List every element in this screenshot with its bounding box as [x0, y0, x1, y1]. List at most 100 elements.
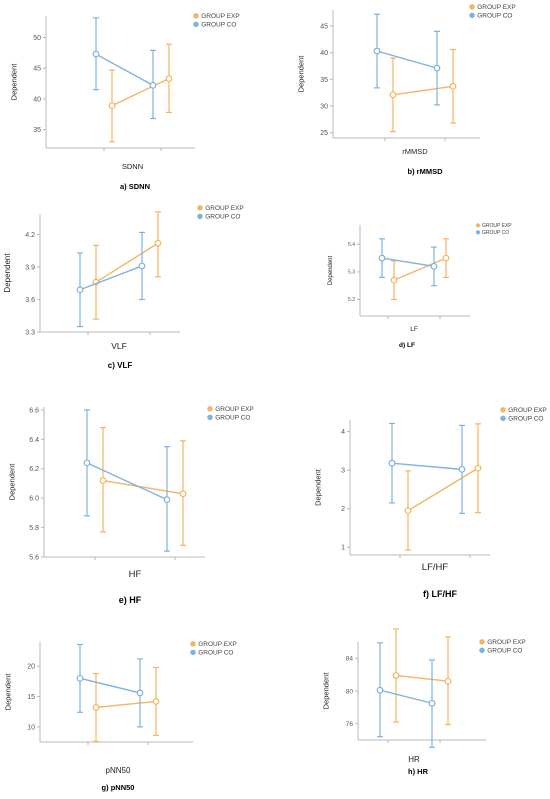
series-group-co	[373, 13, 441, 106]
x-category-label: rMMSD	[402, 147, 428, 156]
data-point	[76, 286, 84, 294]
data-point	[390, 276, 398, 284]
x-category-label: VLF	[111, 341, 127, 351]
legend-marker	[500, 415, 506, 422]
panel-hr-chart: 76 80 84 Dependent HR GROUP EXP GROUP CO h) HR	[322, 628, 526, 776]
legend-label: GROUP CO	[205, 214, 240, 221]
data-point	[92, 704, 100, 711]
data-point	[149, 81, 157, 89]
series-group-exp	[92, 666, 160, 742]
legend-label: GROUP EXP	[201, 13, 240, 20]
series-line	[86, 462, 168, 501]
x-category-label: pNN50	[106, 766, 131, 775]
data-point	[92, 50, 100, 58]
series-group-co	[378, 238, 438, 287]
data-point	[76, 674, 84, 682]
legend-label: GROUP EXP	[205, 205, 244, 212]
panel-caption: e) HF	[119, 595, 142, 605]
y-axis-label: Dependent	[314, 468, 323, 506]
y-tick-label: 45	[33, 66, 41, 73]
legend-label: GROUP CO	[198, 650, 233, 657]
y-tick-label: 6.4	[29, 437, 39, 444]
data-point	[433, 64, 441, 72]
series-line	[95, 53, 154, 86]
panel-sdnn-chart: 35 40 45 50 Dependent SDNN GROUP EXP GROUP CO a)…	[10, 13, 240, 191]
y-tick-label: 3.6	[25, 297, 35, 304]
series-line	[395, 674, 449, 682]
y-tick-label: 6.2	[29, 466, 39, 473]
x-category-label: LF/HF	[422, 562, 449, 573]
data-point	[389, 91, 397, 99]
y-tick-label: 20	[27, 664, 35, 671]
panel-lfhf-chart: 1 2 3 4 Dependent LF/HF GROUP EXP GROUP CO f) LF…	[314, 407, 547, 599]
x-category-label: HF	[129, 569, 142, 580]
legend-marker	[207, 414, 213, 421]
series-group-exp	[404, 423, 482, 551]
series-line	[379, 689, 433, 704]
panel-caption: f) LF/HF	[423, 589, 457, 599]
y-tick-label: 5.4	[348, 242, 355, 248]
legend-marker	[207, 406, 213, 412]
y-tick-label: 1	[341, 545, 345, 552]
series-group-exp	[389, 48, 457, 133]
panel-caption: g) pNN50	[102, 783, 135, 792]
y-tick-label: 25	[320, 130, 328, 137]
series-line	[381, 257, 435, 268]
y-tick-label: 5.8	[29, 525, 39, 532]
legend-label: GROUP EXP	[477, 4, 516, 11]
series-group-exp	[99, 426, 187, 546]
y-tick-label: 4.2	[25, 232, 35, 239]
legend-label: GROUP EXP	[487, 639, 526, 646]
y-axis-label: Dependent	[8, 463, 17, 501]
legend-label: GROUP EXP	[508, 407, 547, 414]
x-category-label: LF	[410, 326, 418, 333]
y-tick-label: 35	[320, 77, 328, 84]
series-line	[407, 467, 479, 512]
data-point	[165, 75, 173, 83]
legend-label: GROUP CO	[487, 648, 522, 655]
legend-label: GROUP CO	[508, 416, 543, 423]
panel-caption: a) SDNN	[120, 182, 150, 191]
y-tick-label: 6.6	[29, 407, 39, 414]
data-point	[373, 47, 381, 55]
y-tick-label: 6.0	[29, 496, 39, 503]
y-tick-label: 80	[346, 688, 354, 695]
legend-marker	[479, 639, 485, 645]
data-point	[430, 262, 438, 270]
y-tick-label: 5.6	[29, 554, 39, 561]
data-point	[154, 239, 162, 247]
data-point	[376, 686, 384, 694]
legend: GROUP EXP GROUP CO	[500, 407, 547, 423]
data-point	[404, 507, 412, 515]
data-point	[444, 677, 452, 685]
panel-caption: h) HR	[408, 767, 429, 776]
legend: GROUP EXP GROUP CO	[190, 641, 237, 657]
series-line	[95, 700, 157, 709]
data-point	[388, 459, 396, 467]
legend-marker	[190, 641, 196, 647]
data-point	[83, 459, 91, 467]
legend: GROUP EXP GROUP CO	[193, 13, 240, 29]
panel-caption: c) VLF	[108, 361, 133, 370]
series-line	[393, 257, 447, 281]
series-group-exp	[390, 238, 450, 301]
y-tick-label: 84	[346, 656, 354, 663]
series-group-co	[76, 231, 146, 328]
series-line	[392, 85, 454, 96]
series-group-exp	[92, 211, 162, 320]
y-tick-label: 15	[27, 694, 35, 701]
data-point	[138, 262, 146, 270]
panel-caption: d) LF	[399, 342, 415, 349]
data-point	[392, 672, 400, 679]
legend-marker	[475, 223, 481, 228]
y-tick-label: 30	[320, 103, 328, 110]
y-tick-label: 76	[346, 721, 354, 728]
series-line	[376, 50, 438, 69]
legend-label: GROUP CO	[477, 13, 512, 20]
y-axis-label: Dependent	[4, 673, 13, 711]
y-axis-label: Dependent	[328, 255, 334, 285]
y-tick-label: 5.2	[348, 297, 355, 303]
y-tick-label: 3.3	[25, 329, 35, 336]
legend-marker	[193, 13, 199, 19]
